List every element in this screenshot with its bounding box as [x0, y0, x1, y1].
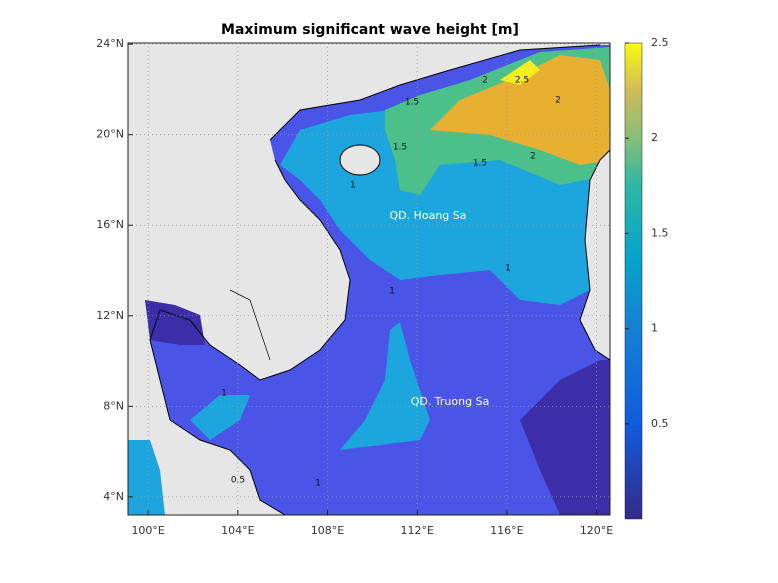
lon-tick-label: 108°E [311, 524, 344, 537]
lon-tick-label: 104°E [221, 524, 254, 537]
lat-tick-label: 12°N [96, 309, 124, 322]
colorbar-tick-label: 0.5 [651, 417, 669, 430]
lon-tick-label: 116°E [490, 524, 523, 537]
contour-label: 2 [555, 96, 561, 106]
annotation: QD. Hoang Sa [389, 209, 466, 222]
contour-label: 2 [482, 76, 488, 86]
sea-peak [500, 60, 540, 85]
lat-tick-label: 16°N [96, 218, 124, 231]
colorbar [624, 42, 643, 520]
map-field [128, 43, 610, 515]
island [339, 144, 381, 176]
lat-tick-label: 20°N [96, 128, 124, 141]
coastline [269, 44, 601, 141]
sea-very-low [520, 360, 610, 515]
lon-tick-label: 100°E [131, 524, 164, 537]
land-philippines [579, 149, 610, 361]
colorbar-tick-label: 1 [651, 322, 658, 335]
contour-label: 1 [315, 479, 321, 489]
contour-label: 1.5 [393, 143, 407, 153]
contour-label: 1 [505, 264, 511, 274]
colorbar-tick-label: 2.5 [651, 36, 669, 49]
coastline [149, 159, 351, 515]
contour-label: 0.5 [231, 476, 245, 486]
contour-label: 2.5 [515, 76, 529, 86]
border [229, 289, 271, 361]
map-title: Maximum significant wave height [m] [221, 22, 519, 38]
sea-mid [340, 322, 430, 450]
lat-tick-label: 24°N [96, 37, 124, 50]
lat-tick-label: 8°N [103, 399, 124, 412]
lon-tick-label: 112°E [400, 524, 433, 537]
annotation: QD. Truong Sa [411, 395, 490, 408]
lon-tick-label: 120°E [580, 524, 613, 537]
colorbar-tick-label: 1.5 [651, 226, 669, 239]
contour-label: 1 [350, 181, 356, 191]
contour-label: 1.5 [473, 159, 487, 169]
contour-label: 1.5 [405, 98, 419, 108]
sea-very-high [430, 55, 610, 165]
contour-label: 1 [221, 389, 227, 399]
sea-mid [190, 395, 250, 440]
lat-tick-label: 4°N [103, 490, 124, 503]
colorbar-tick-label: 2 [651, 131, 658, 144]
map-frame [127, 42, 611, 516]
contour-label: 1 [389, 287, 395, 297]
sea-mid [128, 440, 165, 515]
contour-label: 2 [530, 152, 536, 162]
